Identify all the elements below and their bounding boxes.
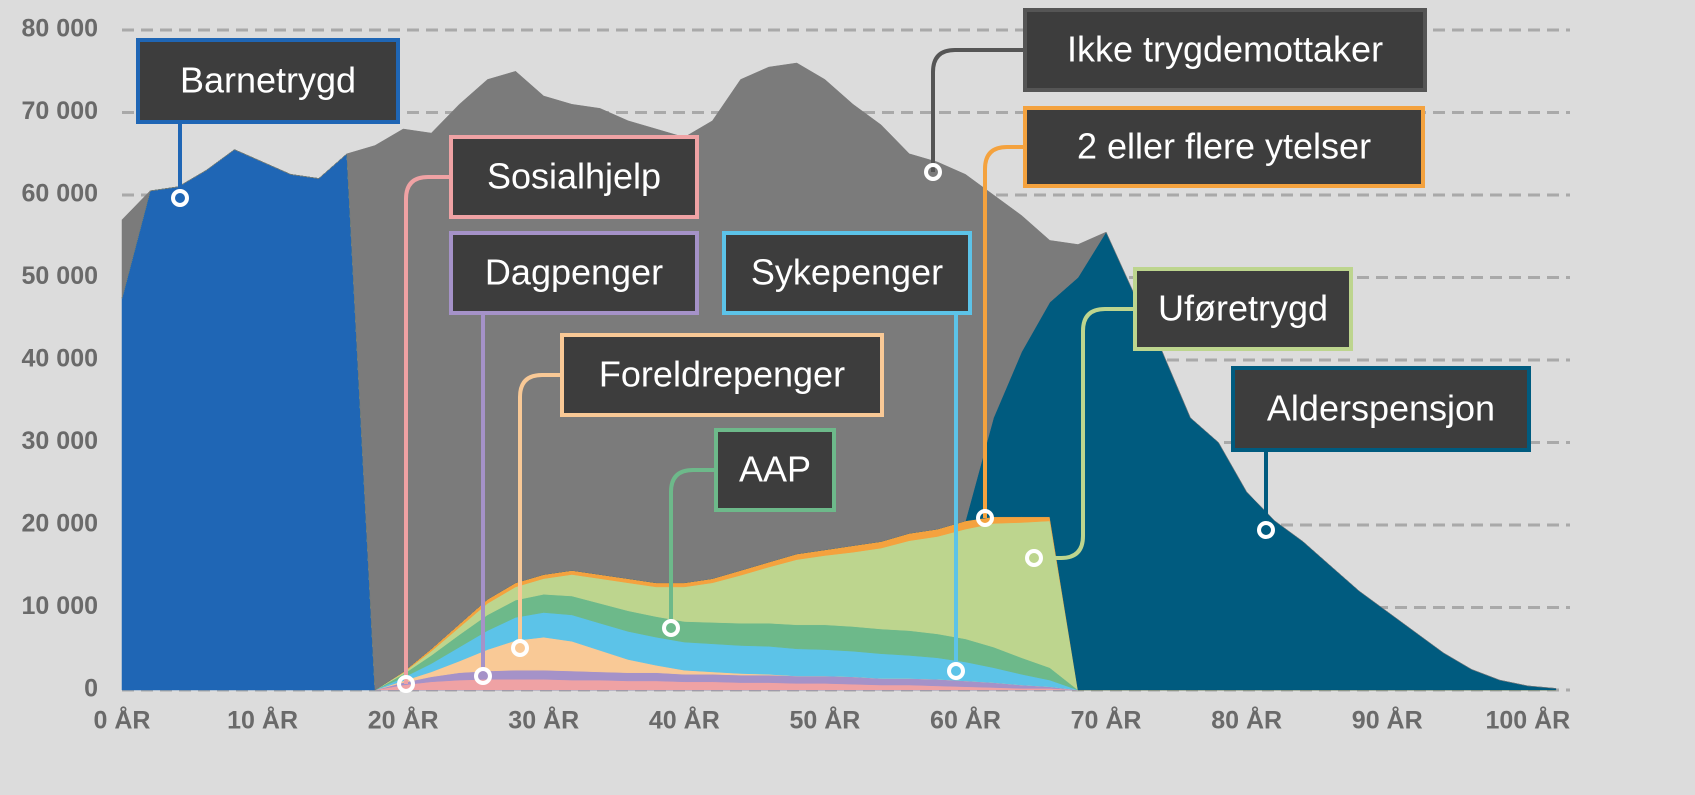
callout-dot — [947, 662, 965, 680]
callout-dot — [662, 619, 680, 637]
legend-label: Barnetrygd — [180, 60, 356, 101]
legend-label: AAP — [739, 449, 811, 490]
callout-box — [722, 231, 972, 315]
callout-dot — [976, 509, 994, 527]
callout-box — [1023, 106, 1425, 188]
callout-pointer — [931, 48, 1025, 172]
callout-box — [1133, 267, 1353, 351]
callout-dot — [1025, 549, 1043, 567]
callout-dot — [1257, 521, 1275, 539]
callout-pointer — [518, 373, 562, 648]
legend-label: Dagpenger — [485, 252, 663, 293]
y-tick-label: 60 000 — [22, 180, 98, 208]
x-tick-label: 70 ÅR — [1071, 706, 1142, 735]
legend-label: Foreldrepenger — [599, 354, 845, 395]
y-tick-label: 50 000 — [22, 262, 98, 290]
legend-label: Ikke trygdemottaker — [1067, 29, 1383, 70]
callout-box — [714, 428, 836, 512]
callout-box — [1023, 8, 1427, 92]
callout: Dagpenger — [449, 231, 699, 685]
callout: Alderspensjon — [1231, 366, 1531, 539]
x-tick-label: 80 ÅR — [1211, 706, 1282, 735]
x-tick-label: 20 ÅR — [368, 706, 439, 735]
callout-pointer — [404, 175, 451, 684]
x-tick-label: 0 ÅR — [94, 706, 151, 735]
y-tick-label: 20 000 — [22, 510, 98, 538]
callout: 2 eller flere ytelser — [976, 106, 1425, 527]
legend-label: Uføretrygd — [1158, 288, 1328, 329]
callout-dot — [474, 667, 492, 685]
x-tick-label: 60 ÅR — [930, 706, 1001, 735]
legend-label: 2 eller flere ytelser — [1077, 126, 1371, 167]
y-tick-label: 0 — [84, 675, 98, 703]
x-tick-label: 90 ÅR — [1352, 706, 1423, 735]
callout: Sosialhjelp — [397, 135, 699, 693]
callout: Ikke trygdemottaker — [924, 8, 1427, 181]
callout: Uføretrygd — [1025, 267, 1353, 567]
callout-pointer — [1034, 307, 1135, 560]
x-tick-label: 40 ÅR — [649, 706, 720, 735]
legend-label: Alderspensjon — [1267, 388, 1495, 429]
legend-label: Sykepenger — [751, 252, 943, 293]
y-tick-label: 40 000 — [22, 345, 98, 373]
y-tick-label: 30 000 — [22, 427, 98, 455]
x-tick-label: 10 ÅR — [227, 706, 298, 735]
x-tick-label: 30 ÅR — [508, 706, 579, 735]
callout-box — [560, 333, 884, 417]
callout-dot — [511, 639, 529, 657]
callout-box — [1231, 366, 1531, 452]
callout-dot — [171, 189, 189, 207]
x-tick-label: 100 ÅR — [1485, 706, 1570, 735]
callout-box — [449, 135, 699, 219]
y-tick-label: 10 000 — [22, 592, 98, 620]
callout: Sykepenger — [722, 231, 972, 680]
y-tick-label: 80 000 — [22, 15, 98, 43]
callout-box — [449, 231, 699, 315]
legend-label: Sosialhjelp — [487, 156, 661, 197]
callout-dot — [397, 675, 415, 693]
callout: Barnetrygd — [136, 38, 400, 207]
callout: Foreldrepenger — [511, 333, 884, 657]
callout-pointer — [983, 145, 1025, 518]
y-tick-label: 70 000 — [22, 97, 98, 125]
x-tick-label: 50 ÅR — [789, 706, 860, 735]
callout-dot — [924, 163, 942, 181]
callout-box — [136, 38, 400, 124]
callout-pointer — [669, 468, 716, 628]
callout: AAP — [662, 428, 836, 637]
